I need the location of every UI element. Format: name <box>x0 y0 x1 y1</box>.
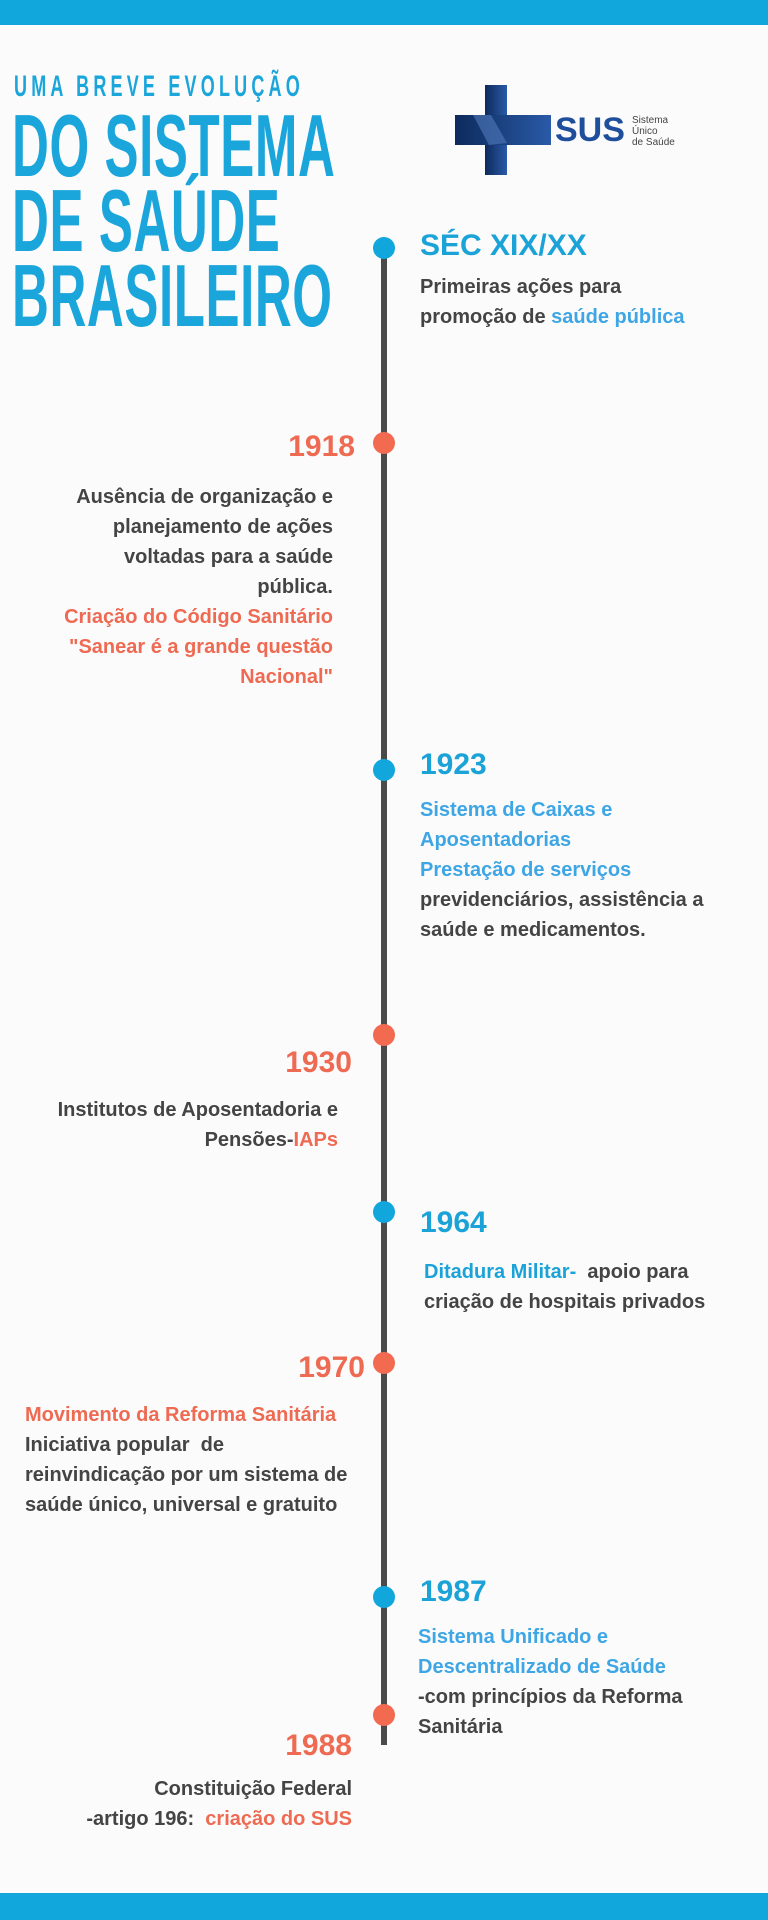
event-year: 1918 <box>288 430 355 463</box>
event-year: 1964 <box>420 1206 487 1239</box>
desc-highlight: criação do SUS <box>205 1808 352 1830</box>
event-year: 1987 <box>420 1575 487 1608</box>
logo-line-1: Sistema <box>632 115 669 126</box>
desc-line: Sanitária <box>418 1716 503 1738</box>
desc-highlight: Nacional" <box>240 666 333 688</box>
desc-highlight: Movimento da Reforma Sanitária <box>25 1404 337 1426</box>
event-description: Ausência de organização e planejamento d… <box>0 482 333 692</box>
cross-icon <box>455 85 551 175</box>
desc-line: planejamento de ações <box>112 516 333 538</box>
logo-line-2: Único <box>632 126 658 137</box>
bottom-bar <box>0 1893 768 1920</box>
desc-line: previdenciários, assistência a <box>420 889 704 911</box>
desc-text: promoção de <box>420 306 552 328</box>
desc-highlight: IAPs <box>293 1129 338 1151</box>
top-bar <box>0 0 768 25</box>
title-line-2: DE SAÚDE <box>12 171 281 270</box>
desc-highlight: Descentralizado de Saúde <box>418 1656 666 1678</box>
desc-highlight: "Sanear é a grande questão <box>68 636 333 658</box>
event-description: Ditadura Militar- apoio para criação de … <box>424 1257 764 1317</box>
desc-line: criação de hospitais privados <box>424 1291 706 1313</box>
timeline-dot <box>373 432 395 454</box>
subtitle: UMA BREVE EVOLUÇÃO <box>14 70 304 103</box>
desc-highlight: Criação do Código Sanitário <box>64 606 333 628</box>
desc-line: saúde e medicamentos. <box>420 919 646 941</box>
desc-highlight: Sistema Unificado e <box>418 1626 609 1648</box>
desc-highlight: Ditadura Militar- <box>424 1261 577 1283</box>
desc-text: -artigo 196: <box>86 1808 206 1830</box>
timeline-dot <box>373 1352 395 1374</box>
sus-logo: SUS Sistema Único de Saúde <box>455 85 695 180</box>
event-description: Sistema Unificado e Descentralizado de S… <box>418 1622 683 1742</box>
timeline-dot <box>373 1201 395 1223</box>
desc-line: Iniciativa popular de <box>25 1434 224 1456</box>
desc-line: saúde único, universal e gratuito <box>25 1494 338 1516</box>
title-line-1: DO SISTEMA <box>12 96 336 195</box>
desc-highlight: Aposentadorias <box>420 829 572 851</box>
logo-line-3: de Saúde <box>632 137 675 148</box>
timeline-line <box>381 248 387 1745</box>
event-year: 1930 <box>285 1046 352 1079</box>
desc-highlight: Prestação de serviços <box>420 859 632 881</box>
timeline-dot <box>373 1586 395 1608</box>
logo-acronym: SUS <box>555 111 625 149</box>
event-year: 1970 <box>298 1351 365 1384</box>
event-description: Primeiras ações para promoção de saúde p… <box>420 272 685 332</box>
desc-line: -com princípios da Reforma <box>418 1686 683 1708</box>
timeline-dot <box>373 1024 395 1046</box>
desc-text: apoio para <box>576 1261 689 1283</box>
event-description: Movimento da Reforma Sanitária Iniciativ… <box>25 1400 375 1520</box>
desc-line: Ausência de organização e <box>76 486 333 508</box>
timeline-dot <box>373 237 395 259</box>
timeline-dot <box>373 759 395 781</box>
event-description: Institutos de Aposentadoria e Pensões-IA… <box>0 1095 338 1155</box>
desc-line: voltadas para a saúde <box>124 546 333 568</box>
event-year: 1923 <box>420 748 487 781</box>
title-line-3: BRASILEIRO <box>12 246 333 345</box>
event-year: SÉC XIX/XX <box>420 229 587 262</box>
event-description: Sistema de Caixas e Aposentadorias Prest… <box>420 795 704 945</box>
desc-highlight: saúde pública <box>551 306 685 328</box>
desc-text: Pensões- <box>204 1129 294 1151</box>
desc-line: Institutos de Aposentadoria e <box>57 1099 338 1121</box>
event-description: Constituição Federal -artigo 196: criaçã… <box>0 1774 352 1834</box>
desc-line: Constituição Federal <box>154 1778 352 1800</box>
desc-line: reinvindicação por um sistema de <box>25 1464 348 1486</box>
desc-line: pública. <box>257 576 333 598</box>
event-year: 1988 <box>285 1729 352 1762</box>
timeline-dot <box>373 1704 395 1726</box>
desc-highlight: Sistema de Caixas e <box>420 799 613 821</box>
desc-line: Primeiras ações para <box>420 276 622 298</box>
